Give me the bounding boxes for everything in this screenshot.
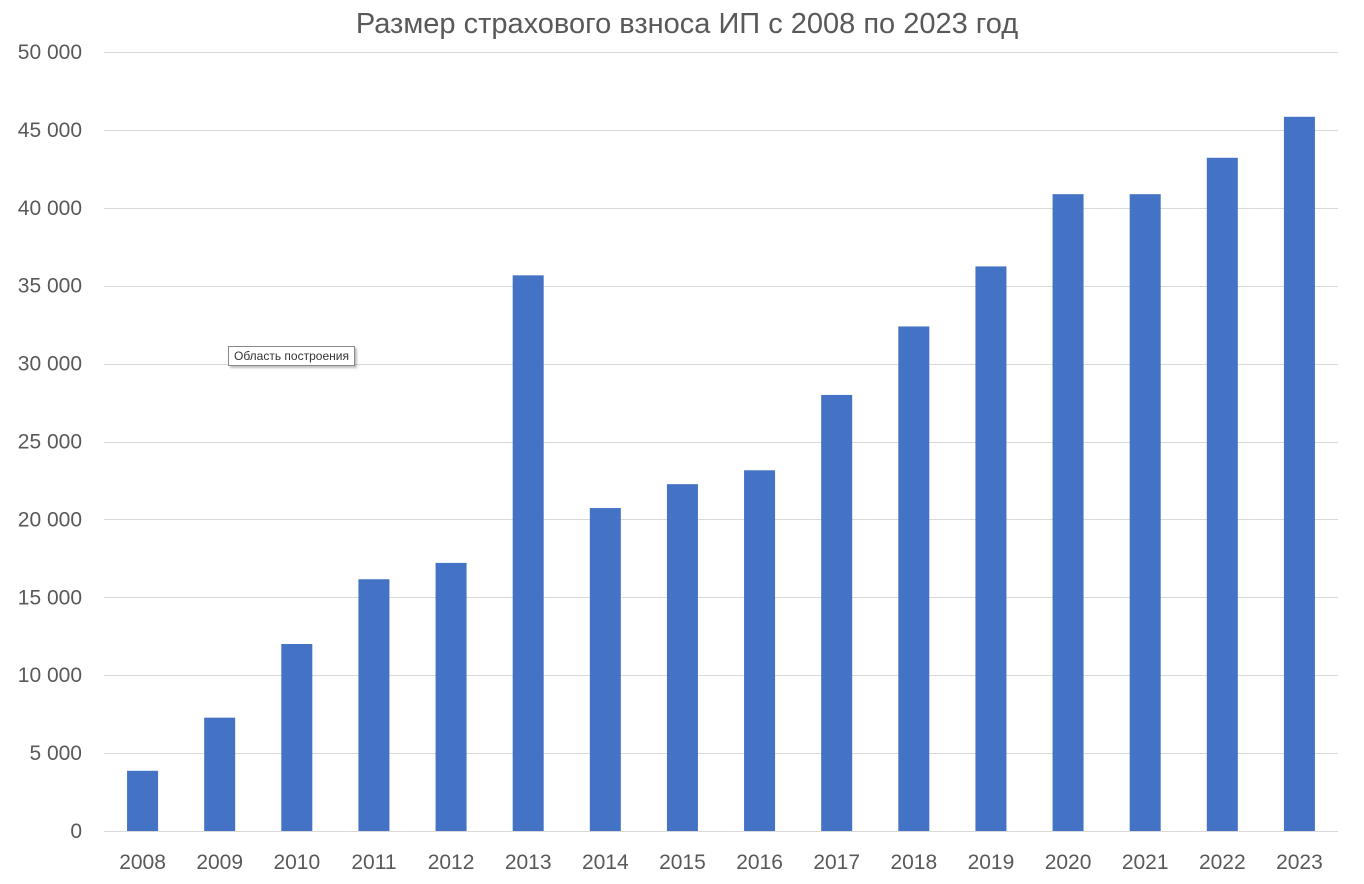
bar-2019[interactable] — [975, 266, 1007, 831]
y-axis-ticks: 0 5 000 10 000 15 000 20 000 25 000 30 000 35 0… — [18, 41, 82, 843]
bars — [127, 116, 1315, 832]
x-tick-label: 2009 — [196, 851, 243, 874]
x-tick-label: 2020 — [1045, 851, 1092, 874]
x-tick-label: 2012 — [428, 851, 475, 874]
x-tick-label: 2015 — [659, 851, 706, 874]
x-tick-label: 2013 — [505, 851, 552, 874]
x-tick-label: 2010 — [273, 851, 320, 874]
bar-2018[interactable] — [898, 326, 930, 831]
bar-2022[interactable] — [1206, 157, 1238, 832]
y-tick-label: 25 000 — [18, 431, 82, 454]
bar-2017[interactable] — [821, 394, 853, 831]
x-tick-label: 2021 — [1122, 851, 1169, 874]
bar-2015[interactable] — [666, 484, 698, 831]
y-tick-label: 5 000 — [29, 742, 82, 765]
x-tick-label: 2023 — [1276, 851, 1323, 874]
bar-2008[interactable] — [127, 770, 159, 831]
bar-2011[interactable] — [358, 579, 390, 831]
x-tick-label: 2008 — [119, 851, 166, 874]
bar-2020[interactable] — [1052, 194, 1084, 831]
bar-2016[interactable] — [744, 470, 776, 831]
x-tick-label: 2019 — [968, 851, 1015, 874]
x-axis-ticks: 2008 2009 2010 2011 2012 2013 2014 2015 2016 2017… — [119, 851, 1323, 874]
plot-area-tooltip: Область построения — [228, 346, 355, 366]
y-tick-label: 35 000 — [18, 275, 82, 298]
bar-2012[interactable] — [435, 562, 467, 831]
x-tick-label: 2014 — [582, 851, 629, 874]
x-tick-label: 2017 — [813, 851, 860, 874]
bar-2010[interactable] — [281, 643, 313, 831]
y-tick-label: 20 000 — [18, 508, 82, 531]
bar-2021[interactable] — [1129, 194, 1161, 831]
bar-2013[interactable] — [512, 275, 544, 831]
bar-2009[interactable] — [204, 717, 236, 831]
bar-2023[interactable] — [1283, 116, 1315, 832]
y-tick-label: 50 000 — [18, 41, 82, 64]
x-tick-label: 2022 — [1199, 851, 1246, 874]
y-tick-label: 0 — [70, 820, 82, 843]
x-tick-label: 2018 — [890, 851, 937, 874]
y-tick-label: 15 000 — [18, 586, 82, 609]
bar-2014[interactable] — [589, 508, 621, 831]
y-tick-label: 40 000 — [18, 197, 82, 220]
y-tick-label: 45 000 — [18, 119, 82, 142]
y-tick-label: 30 000 — [18, 353, 82, 376]
y-tick-label: 10 000 — [18, 664, 82, 687]
x-tick-label: 2016 — [736, 851, 783, 874]
chart-title: Размер страхового взноса ИП с 2008 по 20… — [355, 8, 1019, 40]
x-tick-label: 2011 — [351, 851, 396, 874]
